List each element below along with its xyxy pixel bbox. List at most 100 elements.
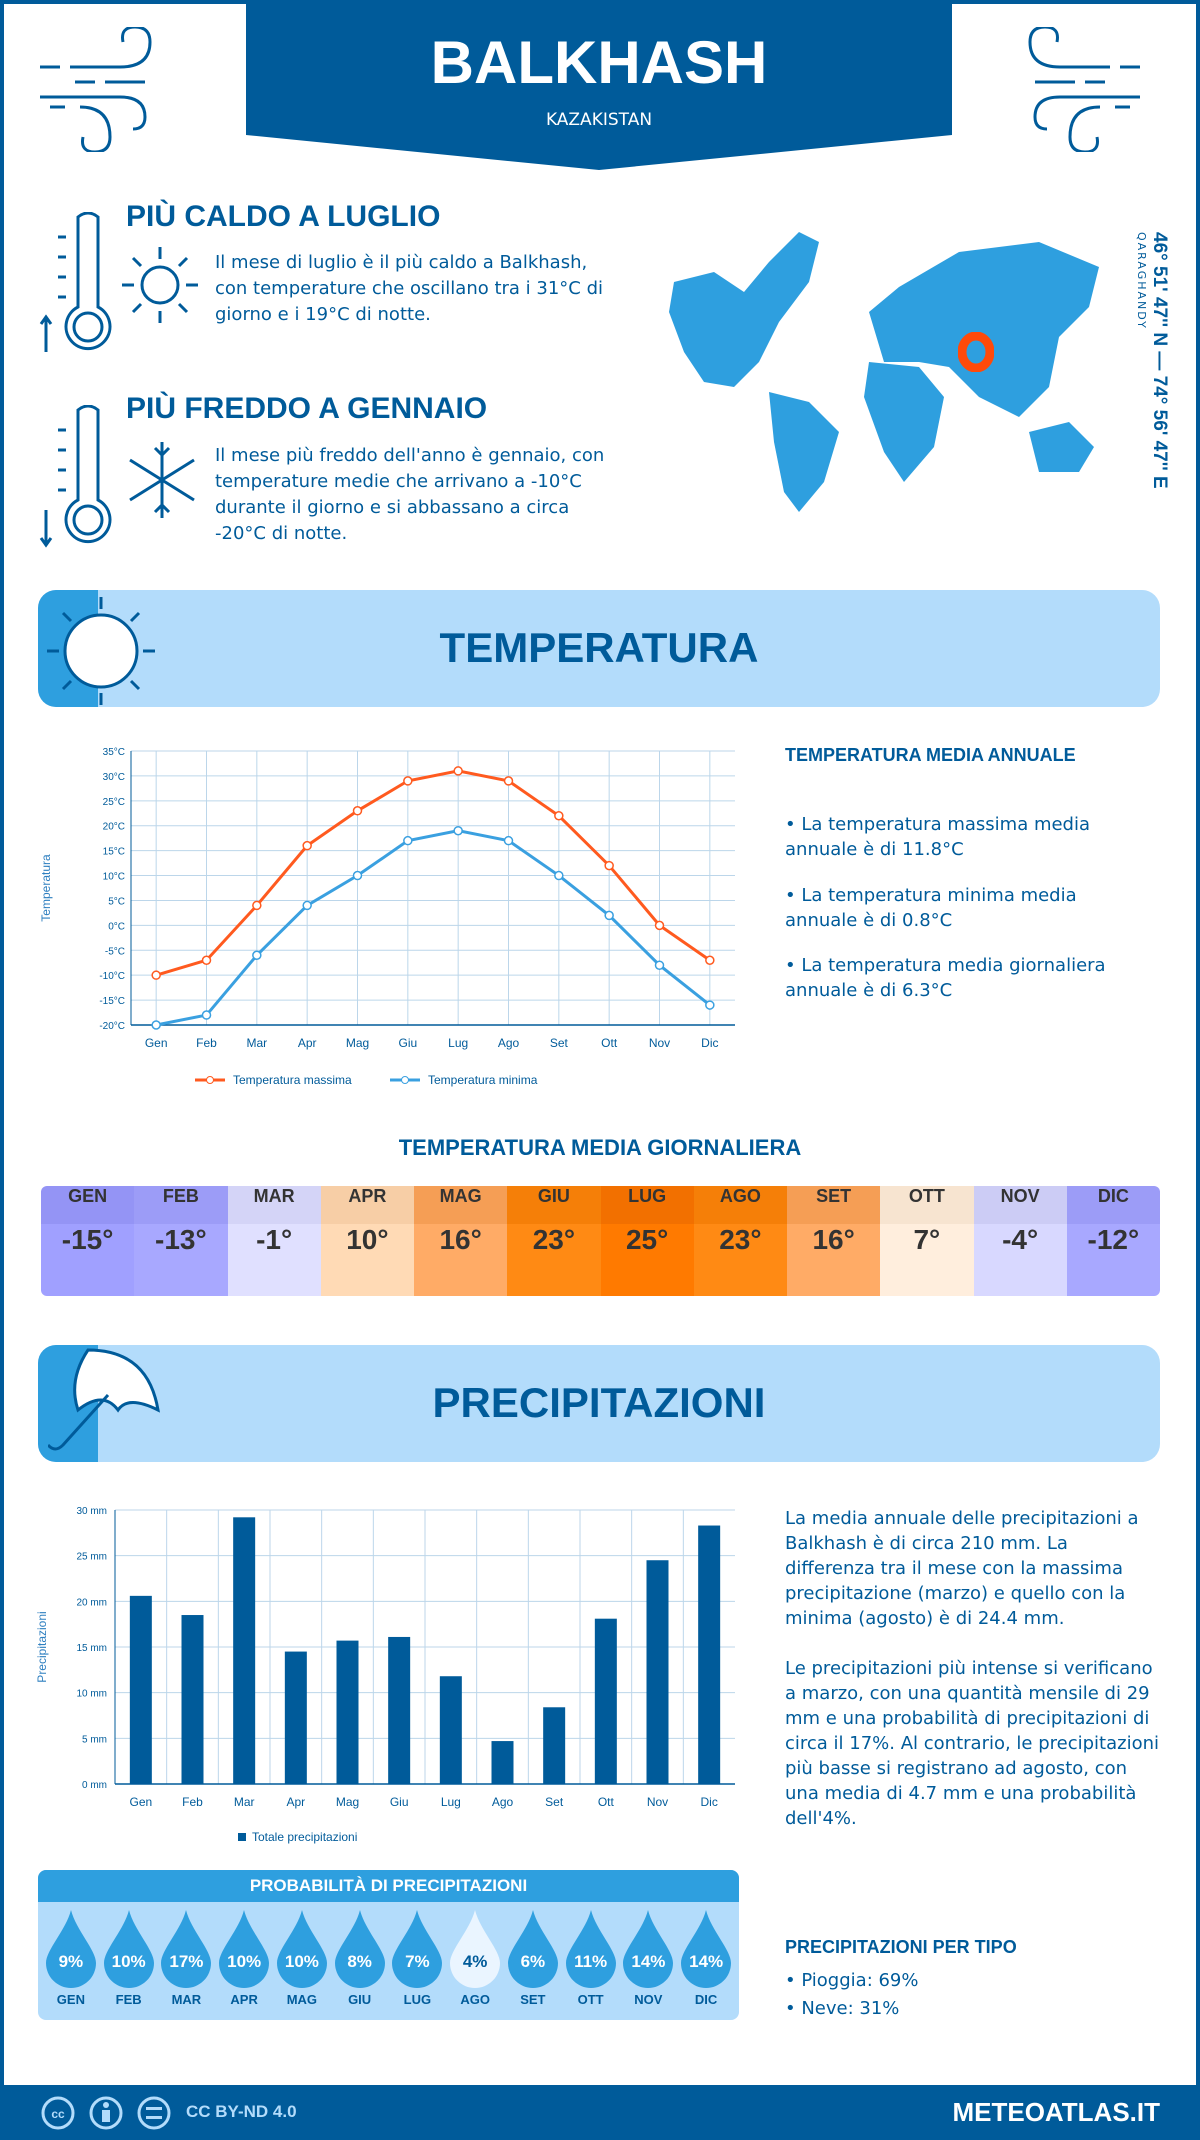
x-tick-label: Ott bbox=[598, 1795, 615, 1809]
y-tick-label: 20 mm bbox=[76, 1597, 107, 1608]
daily-month: APR bbox=[320, 1186, 414, 1224]
y-tick-label: 35°C bbox=[103, 747, 125, 758]
precip-prob-item: 10% MAG bbox=[275, 1902, 329, 2007]
daily-month: NOV bbox=[973, 1186, 1067, 1224]
daily-month: MAR bbox=[227, 1186, 321, 1224]
daily-temp-col: FEB -13° bbox=[134, 1186, 228, 1296]
legend-marker bbox=[206, 1076, 214, 1084]
daily-temp-title: TEMPERATURA MEDIA GIORNALIERA bbox=[398, 1135, 802, 1160]
data-point bbox=[403, 835, 413, 846]
y-tick-label: 30°C bbox=[103, 772, 125, 783]
raindrop-icon bbox=[103, 1910, 154, 1988]
data-point bbox=[302, 840, 312, 851]
y-tick-label: 10 mm bbox=[76, 1689, 107, 1700]
data-point bbox=[705, 1000, 715, 1010]
temperature-banner: TEMPERATURA bbox=[38, 590, 1160, 707]
precip-prob-item: 10% APR bbox=[217, 1902, 271, 2007]
raindrop-icon bbox=[161, 1910, 212, 1988]
data-point bbox=[654, 960, 665, 970]
precip-prob-value: 7% bbox=[405, 1952, 430, 1971]
daily-month: SET bbox=[787, 1186, 881, 1224]
daily-temp-col: LUG 25° bbox=[600, 1186, 694, 1296]
daily-value: -1° bbox=[227, 1224, 321, 1296]
bar bbox=[336, 1640, 359, 1784]
daily-value: -13° bbox=[134, 1224, 228, 1296]
data-point bbox=[453, 766, 463, 776]
precip-prob-month: OTT bbox=[577, 1992, 604, 2007]
daily-temp-col: MAR -1° bbox=[227, 1186, 321, 1296]
bar bbox=[129, 1595, 152, 1784]
hottest-text: Il mese di luglio è il più caldo a Balkh… bbox=[215, 252, 604, 325]
bar bbox=[594, 1618, 617, 1784]
bar bbox=[543, 1707, 566, 1784]
precip-prob-value: 11% bbox=[574, 1952, 608, 1971]
daily-month: MAG bbox=[414, 1186, 508, 1224]
daily-value: 23° bbox=[507, 1224, 601, 1296]
bar bbox=[388, 1636, 411, 1784]
y-tick-label: -20°C bbox=[99, 1021, 125, 1032]
x-tick-label: Apr bbox=[298, 1036, 317, 1050]
thermometer-down-icon bbox=[39, 405, 112, 548]
y-tick-label: 20°C bbox=[103, 822, 125, 833]
cc-icon bbox=[41, 2096, 75, 2130]
precip-probability-title: PROBABILITÀ DI PRECIPITAZIONI bbox=[38, 1870, 739, 1902]
daily-temp-col: NOV -4° bbox=[973, 1186, 1067, 1296]
daily-temp-col: SET 16° bbox=[787, 1186, 881, 1296]
x-tick-label: Giu bbox=[398, 1036, 417, 1050]
svg-text:cc: cc bbox=[51, 2107, 65, 2121]
x-tick-label: Lug bbox=[448, 1036, 468, 1050]
license-icons: cc bbox=[41, 2096, 171, 2130]
precip-prob-month: DIC bbox=[694, 1992, 718, 2007]
data-point bbox=[604, 910, 614, 921]
precip-probability-panel: PROBABILITÀ DI PRECIPITAZIONI 9% GEN 10% FE… bbox=[38, 1870, 739, 2020]
series-line-max bbox=[155, 769, 711, 977]
x-tick-label: Mag bbox=[336, 1795, 359, 1809]
precip-prob-month: AGO bbox=[460, 1992, 490, 2007]
x-tick-label: Feb bbox=[182, 1795, 203, 1809]
data-point bbox=[352, 806, 363, 816]
precip-paragraph-1: La media annuale delle precipitazioni a … bbox=[785, 1508, 1139, 1629]
data-point bbox=[604, 860, 614, 871]
x-tick-label: Dic bbox=[701, 1036, 718, 1050]
precip-prob-month: MAG bbox=[286, 1992, 318, 2007]
daily-value: 16° bbox=[787, 1224, 881, 1296]
x-tick-label: Mar bbox=[234, 1795, 255, 1809]
series-line-min bbox=[155, 829, 711, 1027]
daily-temp-col: MAG 16° bbox=[414, 1186, 508, 1296]
x-tick-label: Mag bbox=[346, 1036, 369, 1050]
x-tick-label: Ago bbox=[492, 1795, 514, 1809]
precip-prob-item: 14% DIC bbox=[679, 1902, 733, 2007]
raindrop-icon bbox=[507, 1910, 558, 1988]
x-tick-label: Lug bbox=[441, 1795, 461, 1809]
daily-value: 16° bbox=[414, 1224, 508, 1296]
data-point bbox=[201, 955, 212, 965]
precip-prob-value: 17% bbox=[169, 1952, 204, 1971]
raindrop-icon bbox=[334, 1910, 385, 1988]
raindrop-icon bbox=[276, 1910, 327, 1988]
license-label: CC BY-ND 4.0 bbox=[186, 2102, 297, 2121]
precip-prob-value: 10% bbox=[284, 1952, 319, 1971]
annual-temp-title: TEMPERATURA MEDIA ANNUALE bbox=[785, 745, 1076, 765]
bullet-max: • La temperatura massima media annuale è… bbox=[785, 814, 1091, 860]
data-point bbox=[503, 835, 514, 846]
daily-temp-col: GIU 23° bbox=[507, 1186, 601, 1296]
y-tick-label: 15 mm bbox=[76, 1643, 107, 1654]
daily-month: LUG bbox=[600, 1186, 694, 1224]
y-axis-label: Precipitazioni bbox=[35, 1611, 49, 1682]
data-point bbox=[554, 870, 564, 881]
x-tick-label: Set bbox=[550, 1036, 569, 1050]
by-icon bbox=[89, 2096, 123, 2130]
y-tick-label: 5 mm bbox=[82, 1734, 107, 1745]
x-tick-label: Nov bbox=[647, 1795, 668, 1809]
wind-icon bbox=[40, 27, 152, 152]
precip-prob-value: 10% bbox=[111, 1952, 146, 1971]
legend-label: Temperatura minima bbox=[428, 1073, 538, 1087]
data-point bbox=[403, 776, 413, 786]
y-tick-label: -10°C bbox=[99, 971, 125, 982]
legend-swatch bbox=[238, 1833, 246, 1841]
site-link[interactable]: METEOATLAS.IT bbox=[952, 2097, 1160, 2127]
x-tick-label: Ott bbox=[601, 1036, 618, 1050]
precip-prob-month: FEB bbox=[115, 1992, 142, 2007]
country-label: KAZAKISTAN bbox=[545, 110, 653, 130]
bar bbox=[698, 1525, 721, 1784]
